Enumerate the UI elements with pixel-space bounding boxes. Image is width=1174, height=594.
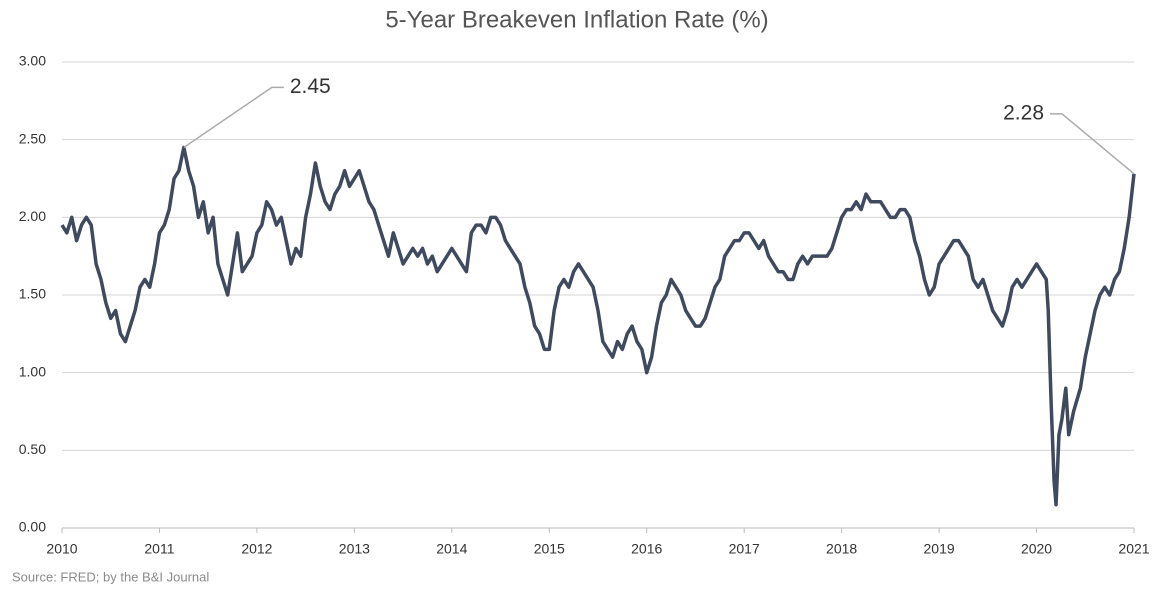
chart-title: 5-Year Breakeven Inflation Rate (%) — [385, 6, 768, 33]
annotation-label: 2.28 — [1003, 101, 1044, 124]
annotation-label: 2.45 — [290, 75, 331, 98]
x-tick-label: 2017 — [729, 541, 760, 557]
x-tick-label: 2014 — [436, 541, 467, 557]
y-tick-label: 0.50 — [19, 441, 46, 457]
x-tick-label: 2010 — [46, 541, 77, 557]
annotation-leader — [183, 86, 284, 149]
x-tick-label: 2019 — [924, 541, 955, 557]
x-tick-label: 2021 — [1118, 541, 1149, 557]
y-tick-label: 0.00 — [19, 519, 46, 535]
source-note: Source: FRED; by the B&I Journal — [12, 569, 209, 584]
y-tick-label: 2.00 — [19, 208, 46, 224]
x-tick-label: 2012 — [241, 541, 272, 557]
x-tick-label: 2016 — [631, 541, 662, 557]
y-tick-label: 1.00 — [19, 363, 46, 379]
x-tick-label: 2018 — [826, 541, 857, 557]
y-tick-label: 1.50 — [19, 286, 46, 302]
x-tick-label: 2011 — [144, 541, 174, 557]
y-tick-label: 3.00 — [19, 53, 46, 69]
x-tick-label: 2013 — [339, 541, 370, 557]
x-tick-label: 2020 — [1021, 541, 1052, 557]
data-line — [60, 145, 1136, 507]
y-tick-label: 2.50 — [19, 130, 46, 146]
annotation-leader — [1050, 113, 1135, 175]
x-tick-label: 2015 — [534, 541, 565, 557]
